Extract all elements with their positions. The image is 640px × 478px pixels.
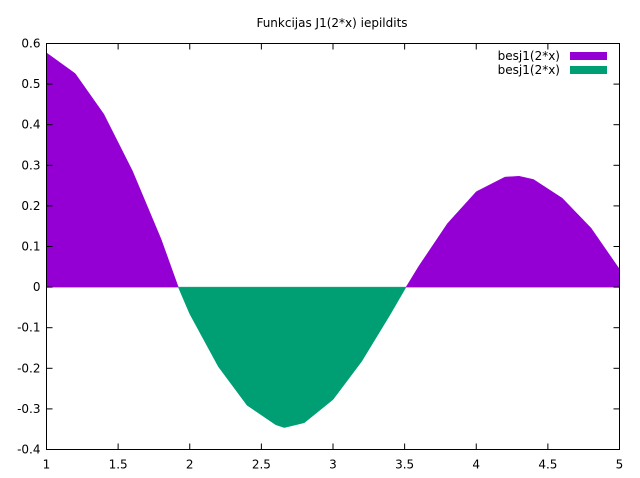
area-series-1 — [177, 286, 407, 428]
legend-swatch — [570, 66, 607, 74]
y-tick-label: -0.1 — [17, 321, 40, 335]
y-tick-label: -0.3 — [17, 402, 40, 416]
x-tick-label: 2.5 — [252, 458, 271, 472]
y-tick-label: 0.6 — [21, 37, 40, 51]
x-tick-label: 2 — [186, 458, 194, 472]
y-tick-label: 0.2 — [21, 199, 40, 213]
x-tick-label: 1.5 — [109, 458, 128, 472]
x-tick-label: 3.5 — [395, 458, 414, 472]
y-tick-label: -0.2 — [17, 361, 40, 375]
legend-label: besj1(2*x) — [498, 49, 560, 63]
y-tick-label: 0.5 — [21, 77, 40, 91]
area-series-0 — [46, 52, 179, 288]
x-tick-label: 5 — [616, 458, 624, 472]
chart-title: Funkcijas J1(2*x) iepildits — [256, 16, 407, 30]
x-tick-label: 3 — [329, 458, 337, 472]
legend-label: besj1(2*x) — [498, 63, 560, 77]
legend-swatch — [570, 52, 607, 60]
y-tick-label: 0.1 — [21, 240, 40, 254]
tick-labels: 1 1.5 2 2.5 3 3.5 4 4.5 5 -0.4 -0.3 -0.2 -0.1 0 0.1 0.2… — [17, 37, 623, 472]
x-tick-label: 4.5 — [538, 458, 557, 472]
y-tick-label: 0 — [33, 280, 41, 294]
plot-frame — [46, 43, 620, 450]
area-series-2 — [405, 176, 620, 288]
legend: besj1(2*x)besj1(2*x) — [498, 49, 607, 77]
fill-areas — [46, 52, 620, 428]
x-tick-label: 1 — [43, 458, 51, 472]
y-tick-label: 0.3 — [21, 158, 40, 172]
y-tick-label: 0.4 — [21, 118, 40, 132]
x-tick-label: 4 — [472, 458, 480, 472]
y-tick-label: -0.4 — [17, 443, 40, 457]
